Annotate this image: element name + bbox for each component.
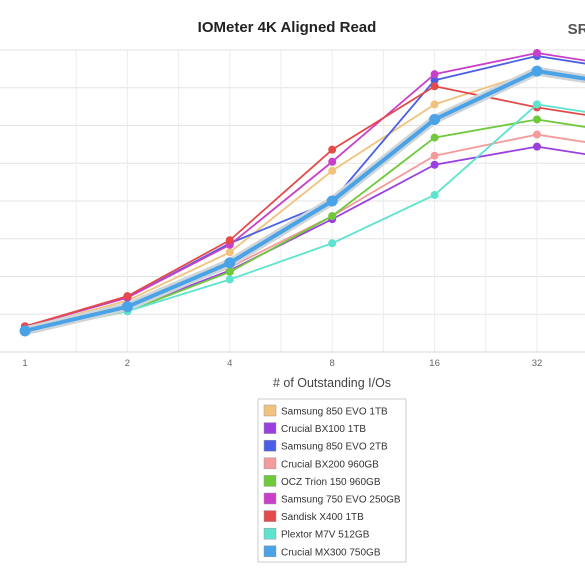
data-point — [225, 275, 234, 284]
series-lines — [19, 49, 585, 337]
x-tick-label: 8 — [330, 358, 335, 369]
data-point — [430, 70, 439, 79]
legend-label: Samsung 850 EVO 1TB — [281, 407, 388, 418]
data-point — [430, 133, 439, 142]
legend-label: Samsung 750 EVO 250GB — [281, 495, 401, 506]
series-line — [24, 52, 585, 328]
x-tick-label: 4 — [227, 358, 232, 369]
legend-label: Crucial BX200 960GB — [281, 459, 379, 470]
watermark-logo: SR — [568, 21, 585, 38]
data-point — [225, 267, 234, 276]
series-6 — [21, 82, 585, 331]
data-point — [430, 160, 439, 169]
legend-label: Samsung 850 EVO 2TB — [281, 442, 388, 453]
data-point — [328, 166, 337, 175]
data-point — [121, 301, 133, 313]
legend-swatch — [263, 422, 277, 434]
data-point — [430, 190, 439, 199]
legend-swatch — [263, 457, 277, 470]
legend-swatch — [263, 439, 277, 452]
legend-label: Crucial MX300 750GB — [281, 547, 381, 558]
legend-swatch — [263, 475, 277, 487]
data-point — [225, 248, 234, 257]
data-point — [328, 212, 337, 221]
data-point — [533, 115, 541, 124]
data-point — [533, 142, 541, 151]
legend-label: OCZ Trion 150 960GB — [281, 477, 381, 488]
data-point — [224, 257, 236, 269]
data-point — [430, 100, 439, 109]
legend-swatch — [263, 527, 277, 540]
series-line — [24, 70, 585, 329]
series-line — [24, 55, 585, 328]
data-point — [328, 239, 337, 248]
legend-label: Plextor M7V 512GB — [281, 530, 370, 541]
series-8 — [19, 65, 585, 337]
x-tick-label: 2 — [125, 358, 130, 369]
legend-label: Crucial BX100 1TB — [281, 424, 366, 435]
data-point — [429, 113, 441, 125]
x-axis-label: # of Outstanding I/Os — [273, 376, 391, 390]
x-tick-labels: 1 2 4 8 16 32 — [22, 358, 542, 369]
grid — [0, 49, 585, 353]
legend-swatch — [263, 510, 277, 522]
data-point — [19, 325, 31, 337]
data-point — [430, 76, 439, 85]
legend: Samsung 850 EVO 1TB Crucial BX100 1TB Sams… — [257, 398, 407, 563]
data-point — [531, 65, 543, 77]
data-point — [225, 236, 234, 245]
data-point — [328, 145, 337, 154]
data-point — [430, 82, 439, 91]
x-tick-label: 32 — [532, 358, 543, 369]
data-point — [328, 157, 337, 166]
legend-box — [257, 398, 407, 563]
legend-label: Sandisk X400 1TB — [281, 512, 364, 523]
data-point — [533, 49, 541, 58]
data-point — [533, 100, 541, 109]
legend-swatch — [263, 545, 277, 558]
data-point — [430, 151, 439, 160]
legend-swatch — [263, 404, 277, 417]
series-line — [24, 85, 585, 328]
x-tick-label: 1 — [22, 358, 27, 369]
series-line — [24, 118, 585, 334]
legend-swatch — [263, 492, 277, 505]
data-point — [123, 292, 132, 301]
x-tick-label: 16 — [429, 358, 440, 369]
data-point — [533, 130, 541, 139]
chart-title: IOMeter 4K Aligned Read — [198, 19, 377, 36]
data-point — [326, 195, 338, 207]
series-0 — [21, 67, 585, 332]
series-2 — [21, 52, 585, 331]
